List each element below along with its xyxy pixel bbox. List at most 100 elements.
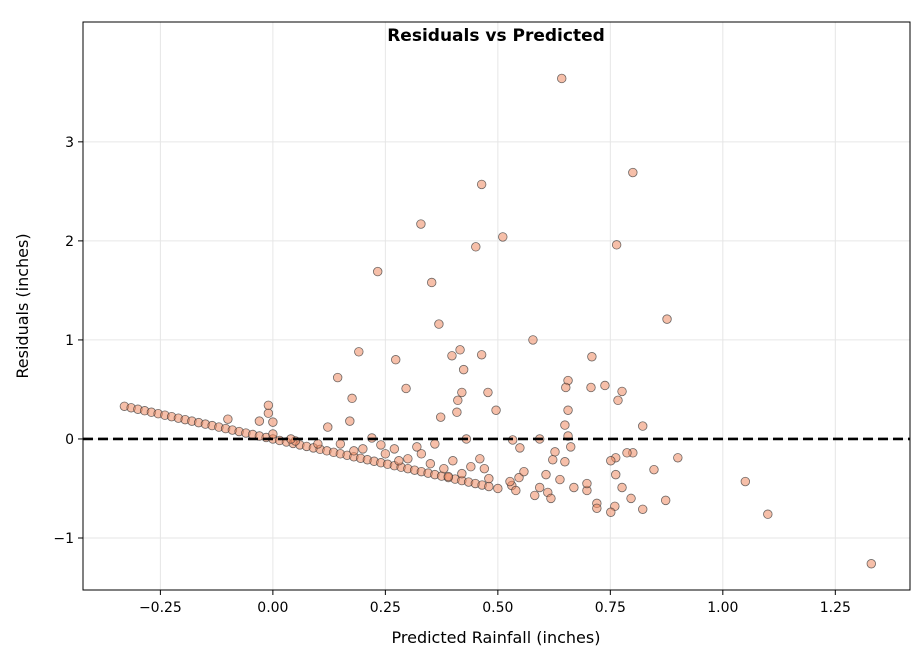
data-point bbox=[412, 442, 422, 452]
data-point bbox=[457, 387, 467, 398]
data-point bbox=[582, 478, 592, 489]
data-point bbox=[660, 495, 671, 506]
data-point bbox=[563, 405, 573, 415]
data-point bbox=[611, 469, 621, 480]
data-point bbox=[443, 471, 454, 482]
data-point bbox=[439, 463, 449, 474]
data-point bbox=[430, 439, 440, 449]
data-point bbox=[600, 380, 610, 391]
data-point bbox=[349, 446, 359, 456]
data-point bbox=[263, 408, 274, 418]
data-point bbox=[628, 167, 638, 178]
data-point bbox=[354, 347, 364, 357]
data-point bbox=[560, 457, 570, 467]
data-point bbox=[638, 421, 648, 431]
x-tick-label: 0.50 bbox=[482, 600, 513, 616]
x-tick-label: 0.00 bbox=[257, 600, 288, 616]
data-point bbox=[223, 414, 233, 424]
data-point bbox=[557, 73, 567, 84]
data-point bbox=[335, 439, 346, 449]
data-point bbox=[514, 472, 524, 483]
x-tick-label: 0.25 bbox=[370, 600, 401, 616]
data-point bbox=[376, 440, 386, 450]
data-point bbox=[427, 277, 437, 288]
data-point bbox=[484, 473, 494, 484]
data-point bbox=[592, 503, 602, 513]
y-tick-label: 3 bbox=[65, 135, 74, 151]
data-point bbox=[763, 509, 773, 519]
data-point bbox=[455, 345, 465, 355]
data-point bbox=[613, 395, 623, 406]
data-point bbox=[511, 485, 521, 496]
data-point bbox=[519, 466, 529, 477]
data-point bbox=[403, 454, 413, 464]
data-point bbox=[479, 463, 490, 474]
data-point bbox=[740, 476, 751, 487]
data-point bbox=[373, 266, 383, 277]
data-point bbox=[436, 412, 446, 422]
data-point bbox=[561, 382, 571, 393]
x-tick-label: −0.25 bbox=[139, 600, 182, 616]
data-point bbox=[453, 395, 463, 406]
data-point bbox=[391, 355, 401, 365]
data-point bbox=[475, 454, 485, 464]
data-point bbox=[606, 456, 616, 466]
plot-frame bbox=[82, 21, 911, 591]
data-point bbox=[622, 448, 632, 458]
data-point bbox=[491, 405, 501, 415]
data-point bbox=[434, 319, 444, 329]
y-tick-label: 2 bbox=[65, 234, 74, 250]
data-point bbox=[380, 449, 391, 459]
y-tick-label: 0 bbox=[65, 432, 74, 448]
data-point bbox=[483, 387, 493, 398]
data-point bbox=[425, 459, 436, 469]
data-point bbox=[476, 350, 487, 360]
x-tick-label: 1.00 bbox=[707, 600, 738, 616]
y-axis-ticks: −1 0 1 2 3 bbox=[53, 135, 83, 547]
data-point bbox=[457, 468, 467, 479]
data-points bbox=[119, 73, 877, 569]
data-point bbox=[617, 386, 627, 397]
data-point bbox=[649, 464, 659, 475]
data-point bbox=[638, 504, 648, 514]
grid bbox=[83, 22, 910, 590]
data-point bbox=[505, 476, 515, 487]
data-point bbox=[323, 422, 333, 432]
data-point bbox=[555, 474, 565, 485]
data-point bbox=[458, 364, 469, 375]
data-point bbox=[566, 442, 576, 452]
y-axis-label: Residuals (inches) bbox=[13, 233, 32, 378]
x-axis-ticks: −0.25 0.00 0.25 0.50 0.75 1.00 1.25 bbox=[139, 590, 851, 616]
data-point bbox=[452, 407, 462, 417]
data-point bbox=[530, 490, 540, 501]
data-point bbox=[471, 242, 481, 252]
data-point bbox=[560, 420, 570, 430]
data-point bbox=[476, 179, 487, 190]
data-point bbox=[606, 507, 616, 517]
data-point bbox=[550, 447, 560, 457]
data-point bbox=[617, 482, 627, 493]
data-point bbox=[548, 455, 558, 465]
data-point bbox=[541, 469, 551, 480]
data-point bbox=[498, 232, 508, 242]
data-point bbox=[345, 416, 355, 426]
data-point bbox=[268, 417, 278, 427]
data-point bbox=[515, 443, 525, 453]
data-point bbox=[493, 483, 503, 494]
data-point bbox=[546, 493, 556, 504]
y-tick-label: 1 bbox=[65, 333, 74, 349]
data-point bbox=[263, 400, 274, 410]
data-point bbox=[626, 493, 636, 504]
y-tick-label: −1 bbox=[53, 531, 74, 547]
data-point bbox=[389, 444, 400, 454]
x-tick-label: 1.25 bbox=[820, 600, 851, 616]
data-point bbox=[358, 444, 368, 454]
data-point bbox=[416, 219, 426, 229]
data-point bbox=[586, 382, 596, 393]
chart-title: Residuals vs Predicted bbox=[387, 26, 605, 46]
data-point bbox=[416, 449, 427, 459]
data-point bbox=[347, 393, 357, 404]
data-point bbox=[448, 456, 458, 466]
data-point bbox=[866, 559, 877, 569]
